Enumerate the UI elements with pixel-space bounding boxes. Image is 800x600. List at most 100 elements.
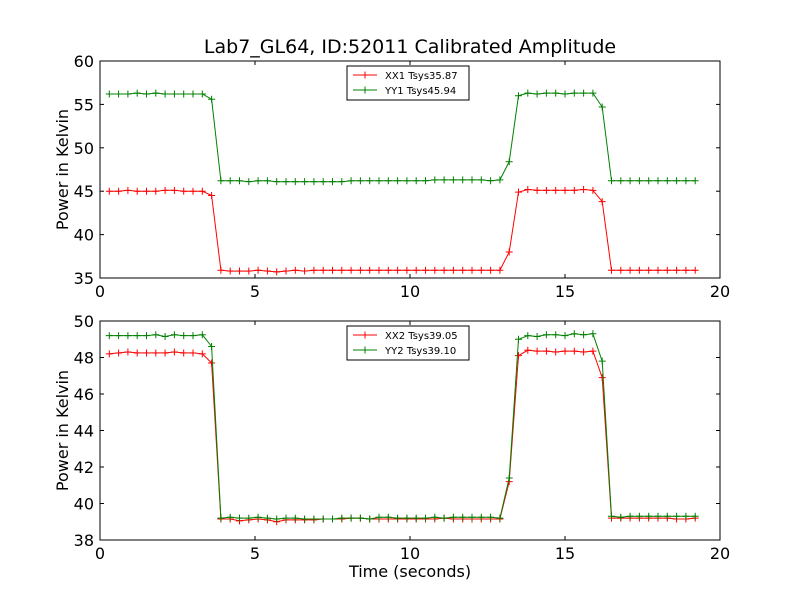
data-point-1-0-3 — [133, 349, 141, 357]
x-tick-label-0-3: 15 — [555, 282, 575, 301]
data-point-0-0-39 — [468, 266, 476, 274]
data-point-0-0-59 — [654, 266, 662, 274]
data-point-1-0-0 — [105, 350, 113, 358]
data-point-1-1-58 — [645, 512, 653, 520]
data-point-1-1-38 — [459, 513, 467, 521]
data-point-1-1-36 — [440, 514, 448, 522]
data-point-1-1-4 — [143, 332, 150, 340]
y-tick-label-1-0: 38 — [74, 531, 94, 550]
data-point-1-1-18 — [273, 515, 281, 523]
data-point-1-0-8 — [180, 349, 188, 357]
data-point-0-1-50 — [570, 89, 578, 97]
data-point-0-0-29 — [375, 266, 383, 274]
data-point-0-0-14 — [236, 267, 243, 275]
data-point-0-1-48 — [552, 89, 560, 97]
data-point-0-1-10 — [198, 90, 206, 98]
data-point-0-1-43 — [505, 158, 513, 166]
data-point-1-1-56 — [626, 512, 634, 520]
data-point-1-1-40 — [477, 513, 485, 521]
y-tick-label-1-1: 40 — [74, 495, 94, 514]
data-point-0-1-39 — [468, 176, 476, 184]
data-point-1-1-45 — [524, 332, 532, 340]
data-point-0-1-1 — [115, 90, 123, 98]
data-point-0-0-30 — [384, 266, 392, 274]
data-point-1-1-16 — [254, 513, 262, 521]
data-point-0-1-41 — [487, 177, 495, 185]
data-point-0-0-55 — [617, 266, 625, 274]
data-point-1-1-22 — [310, 515, 318, 523]
data-point-0-1-30 — [384, 177, 392, 185]
data-point-0-1-57 — [635, 177, 643, 185]
x-tick-label-1-3: 15 — [555, 544, 575, 563]
data-point-1-1-25 — [338, 514, 346, 522]
data-point-1-1-6 — [161, 333, 169, 341]
data-point-0-0-2 — [124, 186, 132, 194]
data-point-1-1-48 — [552, 331, 560, 339]
legend-label-0-0: XX1 Tsys35.87 — [385, 71, 458, 82]
data-point-0-1-58 — [645, 177, 653, 185]
data-point-0-0-8 — [180, 187, 188, 195]
data-point-0-1-21 — [301, 178, 309, 186]
data-point-1-1-10 — [198, 331, 206, 339]
data-point-0-1-12 — [217, 177, 225, 185]
data-point-1-0-9 — [189, 349, 197, 357]
data-point-0-1-19 — [282, 178, 290, 186]
x-tick-label-1-4: 20 — [710, 544, 730, 563]
data-point-0-1-0 — [105, 90, 113, 98]
data-point-1-1-33 — [412, 514, 420, 522]
data-point-1-0-4 — [143, 349, 150, 357]
data-point-0-0-35 — [431, 266, 439, 274]
data-point-1-1-20 — [291, 514, 299, 522]
data-point-0-0-52 — [589, 186, 597, 194]
data-point-0-1-61 — [673, 177, 681, 185]
data-point-1-1-42 — [496, 514, 504, 522]
data-point-0-0-1 — [115, 187, 123, 195]
data-point-1-1-17 — [263, 514, 271, 522]
data-point-0-0-33 — [412, 266, 420, 274]
data-point-0-1-3 — [133, 89, 141, 97]
data-point-0-0-10 — [198, 187, 206, 195]
data-point-1-1-29 — [375, 513, 383, 521]
data-point-0-1-33 — [412, 177, 420, 185]
data-point-0-1-8 — [180, 90, 188, 98]
data-point-0-1-60 — [663, 177, 671, 185]
data-point-1-1-1 — [115, 332, 123, 340]
data-point-0-0-4 — [143, 187, 150, 195]
data-point-0-0-51 — [580, 185, 588, 193]
data-point-0-0-20 — [291, 266, 299, 274]
data-point-0-0-15 — [245, 267, 253, 275]
data-point-0-0-16 — [254, 266, 262, 274]
data-point-1-1-61 — [673, 512, 681, 520]
data-point-0-0-26 — [347, 266, 355, 274]
data-point-1-0-6 — [161, 349, 169, 357]
data-point-0-1-56 — [626, 177, 634, 185]
data-point-1-0-51 — [580, 348, 588, 356]
data-point-0-1-36 — [440, 176, 448, 184]
data-point-0-1-53 — [598, 103, 606, 111]
data-point-0-0-0 — [105, 187, 113, 195]
data-point-0-1-14 — [236, 177, 243, 185]
data-point-1-1-54 — [608, 512, 615, 520]
data-point-1-1-30 — [384, 513, 392, 521]
y-tick-label-1-2: 42 — [74, 458, 94, 477]
data-point-0-1-45 — [524, 89, 532, 97]
data-point-0-1-17 — [263, 177, 271, 185]
data-point-0-1-51 — [580, 89, 588, 97]
x-tick-label-1-0: 0 — [95, 544, 105, 563]
x-tick-label-0-1: 5 — [250, 282, 260, 301]
legend-marker-0-0 — [361, 71, 369, 79]
data-point-0-0-60 — [663, 266, 671, 274]
data-point-0-0-47 — [542, 186, 550, 194]
data-point-1-1-55 — [617, 513, 625, 521]
data-point-0-1-44 — [515, 92, 522, 100]
data-point-1-1-62 — [682, 512, 690, 520]
data-point-0-1-42 — [496, 176, 504, 184]
data-point-0-1-27 — [356, 177, 364, 185]
y-tick-label-1-5: 48 — [74, 349, 94, 368]
legend-box-0 — [346, 65, 470, 101]
data-point-0-1-55 — [617, 177, 625, 185]
data-point-0-1-31 — [394, 177, 402, 185]
data-point-0-0-56 — [626, 266, 634, 274]
data-point-0-1-35 — [431, 176, 439, 184]
data-point-1-0-47 — [542, 347, 550, 355]
